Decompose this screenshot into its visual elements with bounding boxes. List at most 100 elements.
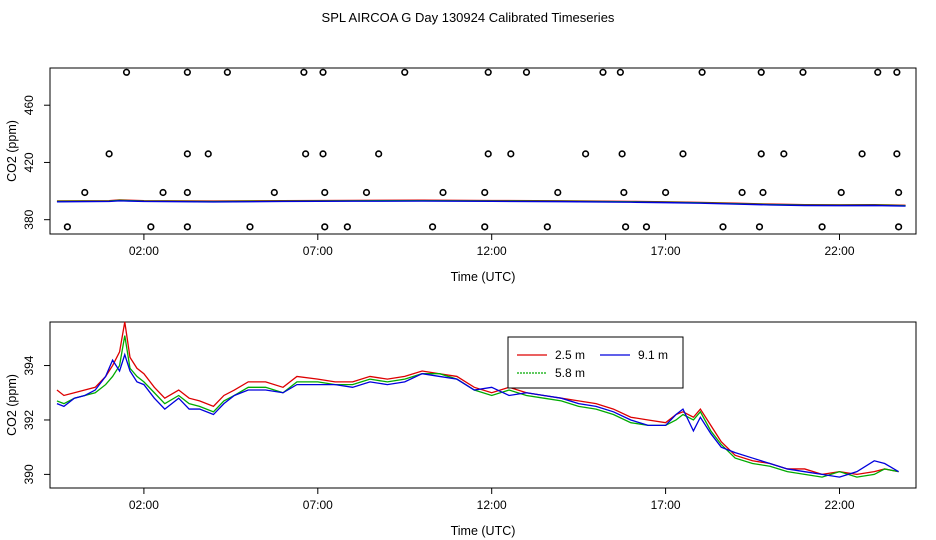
outlier-point xyxy=(757,150,765,158)
top-y-tick-label: 380 xyxy=(22,209,36,229)
outlier-point xyxy=(481,223,489,231)
legend-label-9-1m: 9.1 m xyxy=(638,348,668,362)
outlier-point xyxy=(63,223,71,231)
outlier-point xyxy=(343,223,351,231)
outlier-point xyxy=(81,188,89,197)
outlier-point xyxy=(621,223,630,231)
outlier-point xyxy=(661,188,670,197)
top-x-tick-label: 07:00 xyxy=(303,244,333,258)
legend-box xyxy=(507,336,684,389)
outlier-point xyxy=(246,223,254,231)
outlier-point xyxy=(321,223,329,231)
outlier-point xyxy=(642,223,651,231)
outlier-point xyxy=(375,150,383,158)
outlier-point xyxy=(428,223,437,231)
top-y-axis: 380 420 460 xyxy=(22,95,50,230)
top-y-tick-label: 460 xyxy=(22,95,36,115)
top-series-line xyxy=(56,199,906,207)
bottom-x-axis: 02:00 07:00 12:00 17:00 22:00 xyxy=(129,488,855,512)
bottom-x-tick-label: 02:00 xyxy=(129,498,159,512)
outlier-point xyxy=(183,68,191,76)
bottom-y-tick-label: 394 xyxy=(22,355,36,375)
outlier-point xyxy=(484,68,492,76)
outlier-point xyxy=(757,68,765,76)
bottom-x-axis-label: Time (UTC) xyxy=(451,524,516,538)
outlier-point xyxy=(223,68,231,76)
outlier-point xyxy=(759,188,767,197)
bottom-plot-frame xyxy=(49,321,917,489)
outlier-point xyxy=(719,223,727,231)
outlier-point xyxy=(618,150,626,158)
top-x-tick-label: 12:00 xyxy=(477,244,507,258)
outlier-point xyxy=(780,150,788,158)
outlier-point xyxy=(543,223,551,231)
outlier-point xyxy=(183,150,191,158)
outlier-point xyxy=(439,188,447,197)
bottom-x-tick-label: 17:00 xyxy=(651,498,681,512)
outlier-point xyxy=(302,150,310,158)
outlier-point xyxy=(270,188,278,197)
outlier-point xyxy=(362,188,371,197)
top-plot-frame xyxy=(49,67,917,235)
outlier-point xyxy=(159,188,167,197)
outlier-point xyxy=(837,188,845,197)
outlier-point xyxy=(698,68,706,76)
outlier-point xyxy=(522,68,531,76)
top-x-axis: 02:00 07:00 12:00 17:00 22:00 xyxy=(129,234,855,258)
outlier-point xyxy=(581,150,590,158)
bottom-y-axis-label: CO2 (ppm) xyxy=(5,374,19,436)
top-y-tick-label: 420 xyxy=(22,152,36,172)
outlier-point xyxy=(818,223,826,231)
outlier-point xyxy=(484,150,492,158)
series-line-5-8-m xyxy=(56,335,899,478)
legend-label-5-8m: 5.8 m xyxy=(555,366,585,380)
bottom-y-tick-label: 392 xyxy=(22,410,36,430)
outlier-point xyxy=(183,188,191,197)
bottom-x-tick-label: 22:00 xyxy=(824,498,854,512)
bottom-x-tick-label: 12:00 xyxy=(477,498,507,512)
outlier-point xyxy=(616,68,624,76)
bottom-x-tick-label: 07:00 xyxy=(303,498,333,512)
outlier-point xyxy=(755,223,764,231)
outlier-point xyxy=(319,68,327,76)
top-x-tick-label: 17:00 xyxy=(651,244,681,258)
outlier-point xyxy=(147,223,155,231)
top-x-tick-label: 22:00 xyxy=(824,244,854,258)
outlier-point xyxy=(204,150,212,158)
outlier-point xyxy=(401,68,409,76)
top-outlier-points xyxy=(63,68,903,231)
top-y-axis-label: CO2 (ppm) xyxy=(5,120,19,182)
series-line-2-5-m xyxy=(56,321,899,476)
top-series-line-2 xyxy=(56,200,906,207)
outlier-point xyxy=(893,150,901,158)
legend: 2.5 m 5.8 m 9.1 m xyxy=(507,336,684,389)
top-panel: 02:00 07:00 12:00 17:00 22:00 380 420 460 Time… xyxy=(5,67,917,284)
series-line-9-1-m xyxy=(56,352,899,478)
bottom-y-axis: 390 392 394 xyxy=(22,355,50,484)
outlier-point xyxy=(599,68,607,76)
outlier-point xyxy=(507,150,515,158)
outlier-point xyxy=(105,150,113,158)
outlier-point xyxy=(321,188,329,197)
outlier-point xyxy=(874,68,882,76)
top-x-axis-label: Time (UTC) xyxy=(451,270,516,284)
bottom-series-lines xyxy=(56,321,899,478)
legend-label-2-5m: 2.5 m xyxy=(555,348,585,362)
outlier-point xyxy=(799,68,807,76)
bottom-panel: 02:00 07:00 12:00 17:00 22:00 390 392 394 2.5 … xyxy=(5,321,917,538)
bottom-y-tick-label: 390 xyxy=(22,464,36,484)
outlier-point xyxy=(679,150,687,158)
outlier-point xyxy=(893,68,901,76)
chart-title: SPL AIRCOA G Day 130924 Calibrated Times… xyxy=(322,10,615,25)
outlier-point xyxy=(620,188,628,197)
outlier-point xyxy=(319,150,327,158)
outlier-point xyxy=(183,223,191,231)
outlier-point xyxy=(858,150,866,158)
top-x-tick-label: 02:00 xyxy=(129,244,159,258)
outlier-point xyxy=(300,68,308,76)
outlier-point xyxy=(481,188,489,197)
outlier-point xyxy=(554,188,562,197)
outlier-point xyxy=(895,223,903,231)
outlier-point xyxy=(738,188,746,197)
